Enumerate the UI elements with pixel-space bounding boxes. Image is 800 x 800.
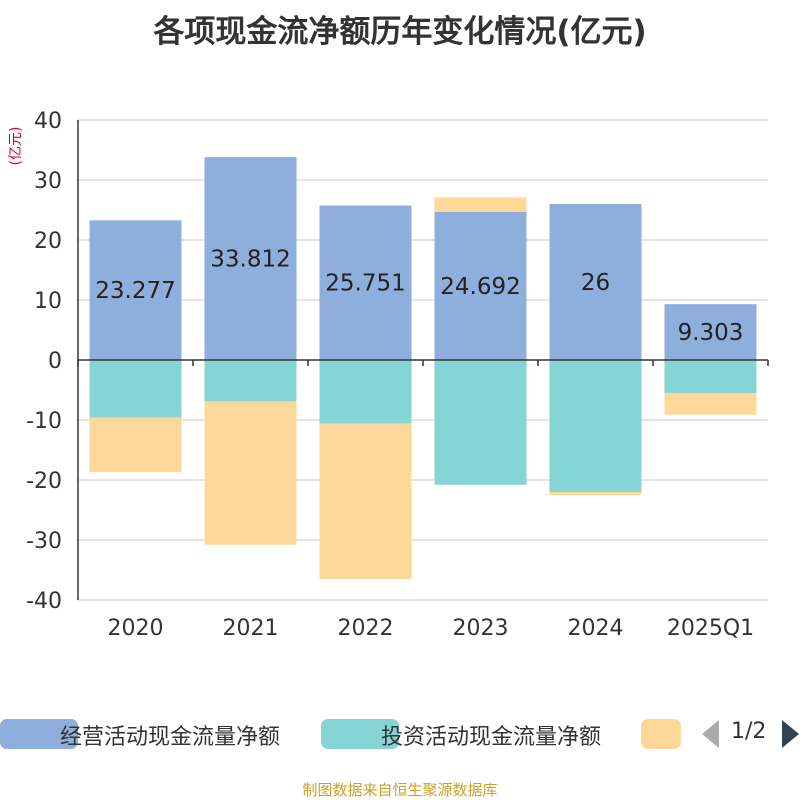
legend-next-icon[interactable]: [782, 720, 799, 748]
data-label: 26: [581, 270, 610, 296]
bar-1-2020: [89, 220, 182, 360]
bar-3-2021: [204, 401, 297, 545]
bar-1-2024: [549, 204, 642, 360]
bar-3-2022: [319, 423, 412, 579]
y-tick-label: -30: [26, 529, 62, 554]
y-tick-label: 0: [48, 349, 62, 374]
axis-layer: 40 30 20 10 0 -10 -20 -30 -40 (亿元) 2020 2021 2022 202…: [8, 109, 769, 641]
bar-1-2025Q1: [664, 304, 757, 360]
x-tick-label: 2024: [568, 616, 624, 641]
y-tick-label: -40: [26, 589, 62, 614]
bar-3-2024: [549, 492, 642, 495]
bar-2-2022: [319, 360, 412, 424]
x-tick-label: 2021: [223, 616, 279, 641]
bar-2-2025Q1: [664, 360, 757, 393]
data-label: 33.812: [210, 247, 290, 273]
bar-2-2024: [549, 360, 642, 492]
legend-label-operating[interactable]: 经营活动现金流量净额: [60, 725, 281, 750]
legend-label-investing[interactable]: 投资活动现金流量净额: [381, 725, 602, 750]
x-tick-label: 2023: [453, 616, 509, 641]
bar-1-2022: [319, 205, 412, 360]
chart-title: 各项现金流净额历年变化情况(亿元): [153, 14, 647, 50]
source-note: 制图数据来自恒生聚源数据库: [302, 781, 498, 799]
y-tick-label: 10: [34, 289, 62, 314]
data-label: 23.277: [95, 278, 175, 304]
y-tick-label: 30: [34, 169, 62, 194]
bar-layer: [89, 157, 757, 579]
bar-2-2023: [434, 360, 527, 485]
grid-layer: [78, 119, 768, 601]
data-label: 24.692: [440, 274, 520, 300]
legend-swatch-investing[interactable]: [321, 719, 399, 749]
legend-page-indicator: 1/2: [731, 719, 767, 744]
bar-3-2023: [434, 197, 527, 212]
y-axis-title: (亿元): [8, 127, 24, 166]
data-label: 25.751: [325, 271, 405, 297]
x-tick-label: 2025Q1: [667, 616, 754, 641]
bar-1-2023: [434, 211, 527, 360]
label-layer: 23.277 33.812 25.751 24.692 26 9.303: [95, 247, 743, 347]
legend-swatch-financing[interactable]: [641, 719, 681, 749]
bar-2-2020: [89, 360, 182, 418]
bar-1-2021: [204, 157, 297, 360]
y-tick-label: 20: [34, 229, 62, 254]
bar-2-2021: [204, 360, 297, 402]
bar-3-2020: [89, 417, 182, 473]
y-tick-label: 40: [34, 109, 62, 134]
legend-prev-icon[interactable]: [702, 720, 719, 748]
y-tick-label: -10: [26, 409, 62, 434]
x-tick-label: 2022: [338, 616, 394, 641]
x-tick-label: 2020: [108, 616, 164, 641]
bar-3-2025Q1: [664, 393, 757, 415]
y-tick-label: -20: [26, 469, 62, 494]
legend-swatch-operating[interactable]: [0, 719, 78, 749]
data-label: 9.303: [678, 320, 744, 346]
